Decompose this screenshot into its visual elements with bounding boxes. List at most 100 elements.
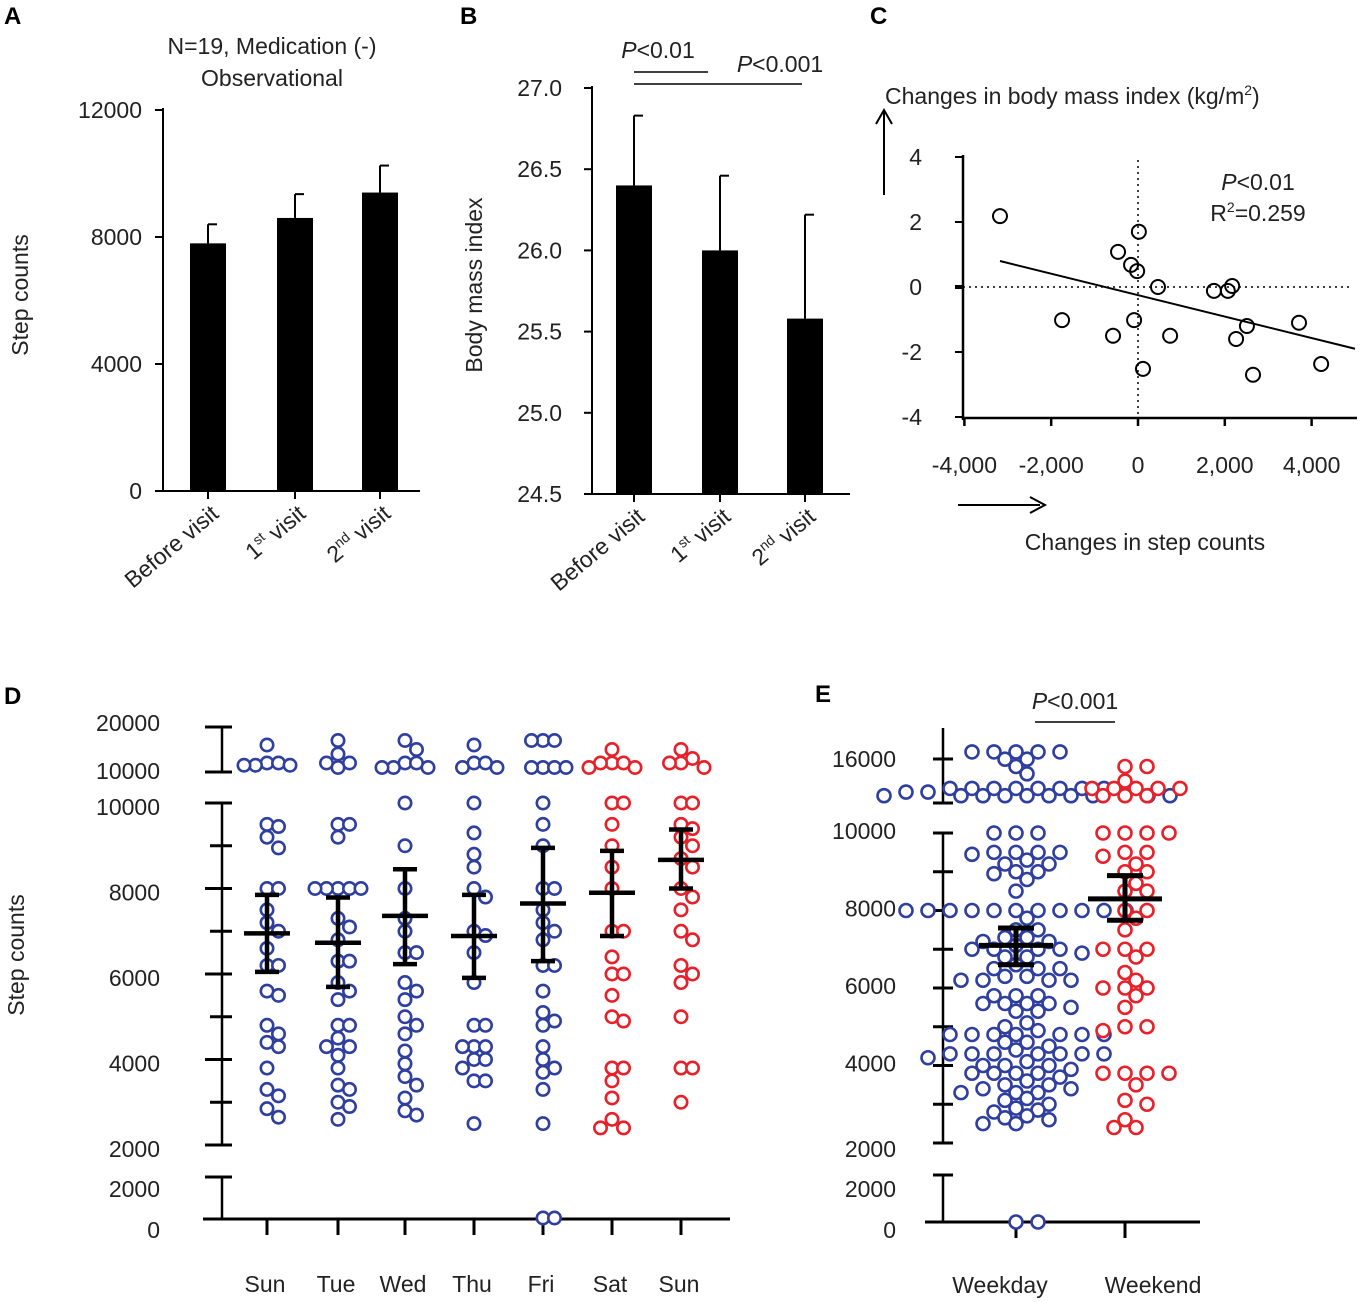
data-point	[1019, 910, 1035, 927]
data-point	[1117, 980, 1133, 996]
data-point	[546, 732, 562, 748]
data-point	[1238, 318, 1255, 334]
data-point	[1008, 1214, 1024, 1230]
data-point	[1008, 863, 1024, 880]
data-point	[1008, 1042, 1024, 1058]
data-point	[1095, 941, 1111, 958]
x-tick-label: 2nd visit	[746, 502, 821, 571]
data-point	[1019, 1090, 1035, 1107]
data-point	[1052, 941, 1068, 958]
data-point	[408, 983, 424, 999]
data-point	[397, 732, 413, 748]
x-tick-label: -2,000	[1019, 452, 1084, 478]
data-point	[397, 1026, 413, 1042]
data-point	[1008, 1065, 1024, 1082]
data-point	[374, 759, 390, 775]
data-point	[604, 741, 620, 757]
data-point	[615, 1060, 631, 1076]
data-point	[997, 1092, 1013, 1109]
data-point	[466, 1116, 482, 1132]
data-point	[330, 746, 346, 762]
y-axis-label-part: )	[1252, 83, 1260, 109]
data-point	[953, 1084, 969, 1101]
y-axis-label: Step counts	[7, 234, 33, 355]
y-tick-label: 20000	[96, 710, 160, 736]
data-point	[1139, 844, 1155, 861]
data-point	[397, 1043, 413, 1059]
data-point	[975, 1080, 991, 1097]
y-axis-label: Changes in body mass index (kg/m2)	[885, 82, 1260, 109]
data-point	[1095, 1022, 1111, 1039]
data-point	[1095, 825, 1111, 841]
data-point	[592, 1120, 608, 1136]
data-point	[997, 787, 1013, 804]
data-point	[397, 795, 413, 811]
data-point	[1019, 1073, 1035, 1089]
data-point	[330, 1060, 346, 1076]
data-point	[1096, 902, 1112, 919]
significance-label-part: <0.001	[752, 51, 823, 77]
data-point	[1139, 758, 1155, 775]
data-point	[523, 759, 539, 775]
data-point	[604, 1073, 620, 1089]
data-point	[942, 780, 958, 797]
data-point	[964, 780, 980, 797]
data-point	[535, 795, 551, 811]
data-point	[1008, 825, 1024, 841]
data-point	[964, 846, 980, 863]
p-value-label-part: P	[1221, 169, 1237, 195]
panel-label-e: E	[815, 681, 831, 708]
data-point	[964, 744, 980, 760]
data-point	[920, 902, 936, 919]
data-point	[661, 755, 677, 771]
data-point	[898, 902, 914, 919]
data-point	[466, 825, 482, 841]
data-point	[259, 829, 275, 845]
data-point	[986, 1046, 1002, 1062]
y-tick-label: 26.5	[517, 156, 562, 182]
data-point	[986, 902, 1002, 919]
data-point	[1030, 1022, 1046, 1039]
panel-label-b: B	[460, 3, 477, 30]
data-point	[397, 1090, 413, 1106]
data-point	[1139, 787, 1155, 804]
data-point	[986, 865, 1002, 882]
data-point	[1041, 787, 1057, 804]
data-point	[1019, 765, 1035, 782]
x-tick-label: Tue	[317, 1271, 356, 1297]
data-point	[1095, 787, 1111, 804]
data-point	[397, 1009, 413, 1025]
bar	[362, 192, 398, 492]
data-point	[477, 1039, 493, 1055]
data-point	[1129, 263, 1146, 280]
data-point	[546, 1210, 562, 1226]
data-point	[546, 880, 562, 896]
data-point	[408, 945, 424, 961]
data-point	[1008, 1115, 1024, 1132]
data-point	[1063, 999, 1079, 1016]
data-point	[408, 1107, 424, 1123]
data-point	[986, 1065, 1002, 1082]
data-point	[454, 1060, 470, 1076]
data-point	[1224, 278, 1241, 295]
data-point	[270, 987, 286, 1003]
data-point	[986, 825, 1002, 841]
y-tick-label: 8000	[845, 896, 896, 922]
r-squared-label-part: =0.259	[1235, 200, 1306, 226]
data-point	[615, 1013, 631, 1029]
x-tick-label: Before visit	[545, 503, 649, 596]
data-point	[1008, 902, 1024, 919]
data-point	[259, 1081, 275, 1097]
data-point	[558, 759, 574, 775]
y-axis-label-part: 2	[1244, 82, 1252, 98]
data-point	[1041, 1111, 1057, 1128]
bar	[702, 250, 738, 494]
y-tick-label: 2000	[845, 1176, 896, 1202]
data-point	[986, 960, 1002, 977]
y-tick-label: 2000	[845, 1136, 896, 1162]
data-point	[535, 1116, 551, 1132]
data-point	[975, 1115, 991, 1132]
data-point	[627, 759, 643, 775]
data-point	[1030, 1003, 1046, 1020]
data-point	[1117, 787, 1133, 804]
